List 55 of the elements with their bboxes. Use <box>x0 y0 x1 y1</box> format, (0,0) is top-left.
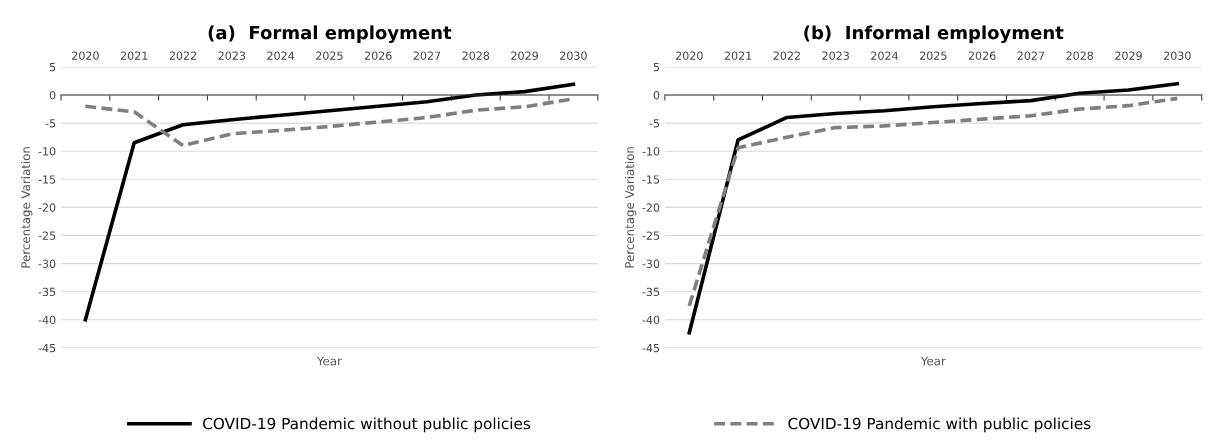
y-tick-label: -10 <box>38 147 56 156</box>
x-tick-label: 2026 <box>364 51 392 60</box>
line-series <box>687 81 1180 335</box>
y-tick-label: -25 <box>38 231 56 240</box>
x-tick-label: 2021 <box>724 51 752 60</box>
y-tick-label: 0 <box>653 90 660 100</box>
line-series <box>83 82 576 322</box>
y-tick-label: -5 <box>45 119 56 128</box>
x-tick-label: 2027 <box>1017 51 1045 60</box>
y-axis-title: Percentage Variation <box>21 147 33 268</box>
chart-title: (a) Formal employment <box>208 25 452 44</box>
x-tick-label: 2026 <box>968 51 996 60</box>
x-tick-label: 2029 <box>1115 51 1142 60</box>
y-tick-label: 5 <box>653 63 660 72</box>
y-tick-label: -45 <box>642 344 660 353</box>
y-tick-label: -15 <box>642 175 660 184</box>
x-tick-label: 2025 <box>316 51 343 60</box>
x-tick-label: 2023 <box>822 51 849 60</box>
x-tick-label: 2030 <box>560 51 587 60</box>
x-tick-label: 2024 <box>871 51 899 60</box>
x-tick-label: 2020 <box>72 51 99 60</box>
x-tick-label: 2024 <box>267 51 295 60</box>
x-tick-label: 2025 <box>919 51 947 60</box>
x-tick-label: 2030 <box>1163 51 1191 60</box>
legend-label: COVID-19 Pandemic with public policies <box>788 417 1091 433</box>
x-tick-label: 2028 <box>462 51 490 60</box>
y-tick-label: -10 <box>642 147 660 156</box>
x-tick-label: 2023 <box>218 51 246 60</box>
y-tick-label: -20 <box>642 203 660 212</box>
x-tick-label: 2027 <box>413 51 441 60</box>
x-tick-label: 2029 <box>511 51 538 60</box>
y-axis-title: Percentage Variation <box>624 147 637 268</box>
x-axis-title: Year <box>920 356 946 366</box>
y-tick-label: -15 <box>38 175 56 184</box>
y-tick-label: -40 <box>38 315 56 325</box>
y-tick-label: -30 <box>38 259 56 268</box>
legend-label: COVID-19 Pandemic without public policies <box>203 417 531 433</box>
y-tick-label: 5 <box>49 63 56 72</box>
x-tick-label: 2028 <box>1066 51 1094 60</box>
y-tick-label: 0 <box>49 90 56 100</box>
y-tick-label: -45 <box>38 344 56 353</box>
x-tick-label: 2020 <box>675 51 703 60</box>
y-tick-label: -40 <box>642 315 660 325</box>
line-series <box>687 96 1180 308</box>
y-tick-label: -35 <box>642 287 660 297</box>
y-tick-label: -25 <box>642 231 660 240</box>
chart-title: (b) Informal employment <box>804 25 1064 44</box>
x-tick-label: 2021 <box>120 51 148 60</box>
x-axis-title: Year <box>316 356 342 366</box>
y-tick-label: -5 <box>649 119 660 128</box>
y-tick-label: -30 <box>642 259 660 268</box>
x-tick-label: 2022 <box>169 51 197 60</box>
y-tick-label: -35 <box>38 287 56 297</box>
x-tick-label: 2022 <box>773 51 800 60</box>
y-tick-label: -20 <box>38 203 56 212</box>
